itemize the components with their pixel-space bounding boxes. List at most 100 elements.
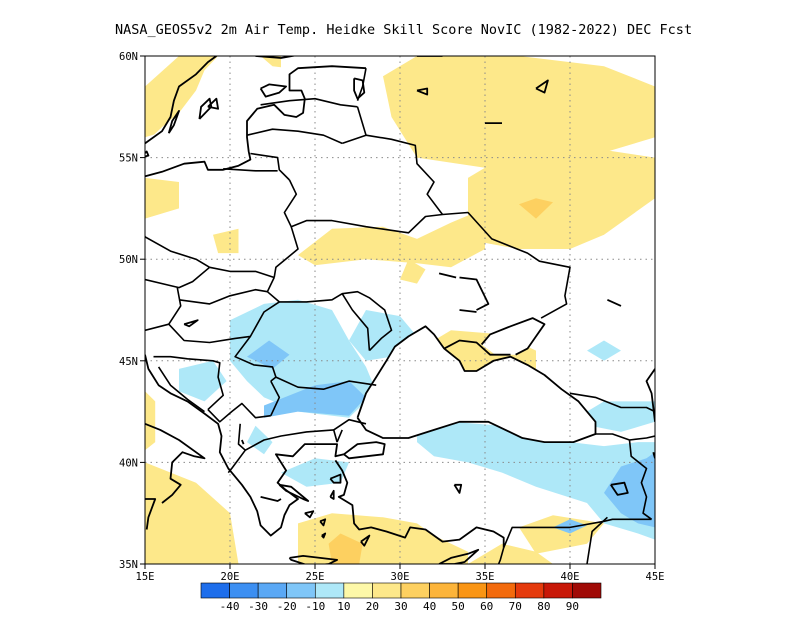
lon-label: 30E <box>391 571 410 583</box>
lon-label: 20E <box>221 571 240 583</box>
coastline <box>145 65 367 178</box>
colorbar-swatch <box>514 582 545 599</box>
skill-region-20-12 <box>145 462 239 564</box>
colorbar-tick-label: 90 <box>566 600 579 613</box>
country-border <box>145 301 280 344</box>
colorbar-swatch <box>200 582 230 599</box>
coastline <box>459 276 490 311</box>
country-border <box>209 266 275 279</box>
coastline <box>353 77 366 100</box>
country-border <box>336 429 343 443</box>
coastline <box>443 339 511 356</box>
colorbar-tick-label: 20 <box>366 600 379 613</box>
coastline <box>438 272 457 279</box>
skill-region-20-2 <box>383 56 655 168</box>
colorbar-tick-label: -30 <box>248 600 268 613</box>
skill-region-20-11 <box>145 391 156 451</box>
lat-label: 50N <box>119 254 138 266</box>
skill-region-20-15 <box>468 543 553 564</box>
coastline <box>304 510 315 519</box>
skill-region--10-25 <box>587 340 621 361</box>
colorbar-swatch <box>429 582 459 599</box>
country-border <box>569 392 655 413</box>
country-border <box>250 152 291 181</box>
coastline <box>607 298 622 307</box>
skill-region-20-6 <box>400 259 426 284</box>
colorbar-swatch <box>314 582 345 599</box>
coastline <box>145 498 157 530</box>
colorbar-swatch <box>257 582 288 599</box>
map-plot-area <box>145 56 655 564</box>
colorbar-tick-label: 50 <box>451 600 464 613</box>
skill-region--20-28 <box>604 452 655 528</box>
coastline <box>329 489 335 500</box>
skill-score-shading <box>145 56 655 564</box>
colorbar-swatch <box>400 582 430 599</box>
lon-label: 45E <box>646 571 665 583</box>
colorbar-swatch <box>486 582 516 599</box>
skill-region--20-26 <box>264 381 366 418</box>
coastline <box>459 309 477 313</box>
country-border <box>497 547 505 564</box>
colorbar-swatch <box>343 582 373 599</box>
country-border <box>283 179 443 234</box>
skill-region-20-17 <box>621 96 655 128</box>
skill-region--20-29 <box>553 519 587 534</box>
coastline <box>278 483 310 502</box>
colorbar-tick-label: 30 <box>394 600 407 613</box>
country-border <box>234 335 277 382</box>
coastline <box>259 83 288 98</box>
skill-region-20-5 <box>298 208 485 268</box>
colorbar-tick-label: 40 <box>423 600 436 613</box>
lon-label: 25E <box>306 571 325 583</box>
coastline <box>416 87 429 96</box>
skill-region--10-21 <box>247 425 273 455</box>
skill-region-30-16 <box>328 533 363 564</box>
coastline <box>610 481 629 496</box>
coastline <box>321 532 327 539</box>
country-border <box>442 211 571 319</box>
lat-label: 40N <box>119 457 138 469</box>
colorbar-tick-label: 60 <box>480 600 493 613</box>
coastline <box>241 439 245 445</box>
skill-region--20-27 <box>247 340 290 369</box>
skill-region-30-4 <box>519 198 553 219</box>
skill-region--10-23 <box>417 421 655 540</box>
country-border <box>260 97 358 108</box>
coastline <box>329 473 342 484</box>
country-border <box>145 266 211 289</box>
country-border <box>223 168 278 172</box>
country-border <box>341 293 371 351</box>
colorbar-swatch <box>457 582 488 599</box>
colorbar-swatch <box>229 582 259 599</box>
coastline <box>207 97 220 110</box>
country-border <box>341 134 444 215</box>
coastline <box>183 319 199 328</box>
coastline <box>260 496 282 502</box>
coastline <box>145 354 345 537</box>
map-title: NASA_GEOS5v2 2m Air Temp. Heidke Skill S… <box>115 22 692 38</box>
water-1 <box>357 326 596 443</box>
country-border <box>266 277 393 352</box>
country-border <box>356 106 367 136</box>
coastline <box>480 317 546 356</box>
coastline <box>356 325 597 444</box>
lon-label: 40E <box>561 571 580 583</box>
country-border <box>207 402 271 423</box>
country-border <box>157 366 205 413</box>
coastline <box>645 368 655 422</box>
country-border <box>275 376 377 391</box>
coastline <box>145 56 217 145</box>
coastline <box>334 459 505 548</box>
colorbar-tick-label: -10 <box>305 600 325 613</box>
country-border <box>586 516 608 564</box>
country-border <box>168 287 182 325</box>
coastline <box>167 110 180 134</box>
colorbar-tick-label: -40 <box>220 600 240 613</box>
country-border <box>270 380 281 417</box>
colorbar-swatch <box>572 582 602 599</box>
country-border <box>273 226 299 278</box>
colorbar-swatch <box>286 582 316 599</box>
